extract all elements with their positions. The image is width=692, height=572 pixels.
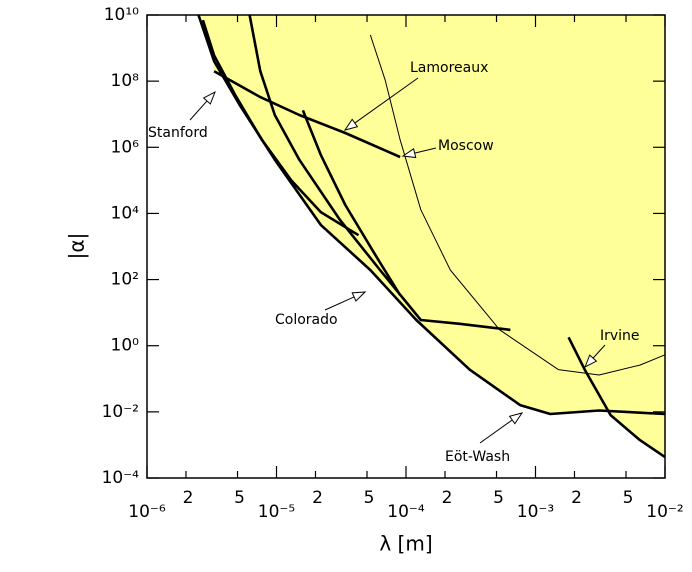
x-tick-label: 2: [312, 488, 323, 508]
annotation-arrow: [479, 419, 513, 444]
y-tick-label: 10⁶: [111, 137, 140, 157]
x-tick-label: 5: [623, 488, 634, 508]
annotation-arrow: [189, 100, 208, 121]
series-line: [197, 14, 666, 416]
y-axis-label: |α|: [65, 233, 89, 260]
x-axis-label: λ [m]: [379, 532, 432, 556]
x-tick-label: 2: [183, 488, 194, 508]
arrow-head: [584, 354, 598, 369]
y-tick-label: 10⁸: [111, 71, 140, 91]
series-line: [248, 14, 511, 332]
arrow-head: [202, 90, 216, 105]
x-tick-label: 10⁻⁵: [258, 502, 295, 522]
arrow-head: [508, 412, 524, 425]
tick-layer: 10⁻⁶ 2 5 10⁻⁵ 2 5 10⁻⁴ 2 5 10⁻³ 2 5 10⁻² 10¹⁰ 10⁸ 10⁶ 10…: [102, 5, 684, 522]
x-tick-label: 10⁻⁶: [128, 502, 166, 522]
series-label: Irvine: [600, 328, 640, 344]
series-label: Eöt-Wash: [445, 449, 510, 465]
arrow-head: [351, 291, 367, 302]
series-line: [567, 336, 666, 459]
annotation-arrow: [324, 296, 355, 311]
y-tick-label: 10⁻⁴: [102, 468, 140, 488]
y-tick-label: 10²: [111, 270, 139, 290]
x-tick-label: 10⁻²: [646, 502, 683, 522]
annotation-arrow: [414, 147, 437, 154]
y-tick-label: 10⁻²: [102, 402, 139, 422]
x-tick-label: 2: [571, 488, 582, 508]
x-tick-label: 5: [493, 488, 504, 508]
series-line: [369, 34, 666, 376]
series-line: [213, 70, 401, 159]
x-tick-label: 10⁻³: [517, 502, 554, 522]
y-tick-label: 10⁰: [111, 336, 140, 356]
y-tick-label: 10⁴: [111, 203, 140, 223]
annotation-arrow: [354, 77, 419, 124]
x-tick-label: 2: [442, 488, 453, 508]
fill-layer: [197, 14, 666, 458]
arrow-head: [401, 147, 417, 159]
x-tick-label: 10⁻⁴: [387, 502, 425, 522]
y-tick-label: 10¹⁰: [104, 5, 139, 25]
series-label: Stanford: [148, 125, 208, 141]
series-label: Colorado: [275, 312, 338, 328]
series-label: Lamoreaux: [410, 60, 488, 76]
x-tick-label: 5: [364, 488, 375, 508]
x-tick-label: 5: [234, 488, 245, 508]
annotation-arrow: [592, 344, 606, 359]
line-layer: Stanford Lamoreaux Colorado Eöt-Wash Irvine M…: [148, 14, 666, 465]
arrow-head: [343, 118, 359, 131]
series-label: Moscow: [438, 138, 494, 154]
